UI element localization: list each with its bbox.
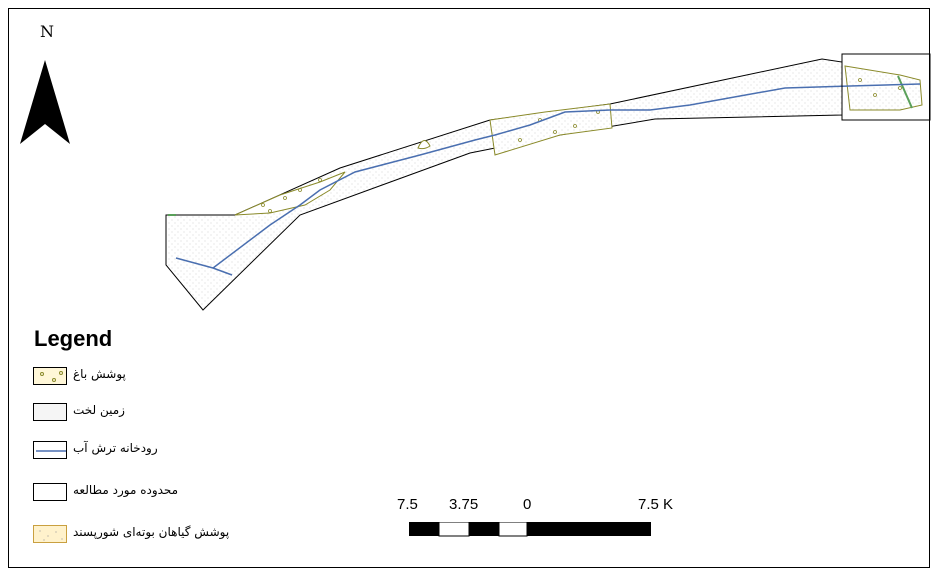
- orchard-patch-east: [844, 65, 923, 111]
- green-markers: [168, 75, 913, 216]
- orchard-patch-middle: [489, 103, 613, 156]
- scale-label-quarter: 3.75: [449, 496, 479, 513]
- legend-title: Legend: [34, 326, 113, 351]
- legend-label: محدوده مورد مطالعه: [73, 483, 179, 497]
- inset-box: [841, 53, 931, 121]
- bare-land-pattern-icon: [33, 403, 67, 421]
- orchard-pattern-icon: [33, 367, 67, 385]
- river-line-icon: [33, 441, 67, 459]
- north-arrow-icon: [20, 60, 70, 144]
- river-line: [175, 83, 921, 276]
- legend-label: پوشش گیاهان بوته‌ای شورپسند: [73, 525, 230, 539]
- orchard-patch-small: [417, 140, 431, 150]
- scale-label-left: 7.5: [397, 496, 418, 513]
- scale-label-right: 7.5 K: [638, 496, 674, 513]
- scale-label-zero: 0: [523, 496, 532, 513]
- scale-bar: [409, 522, 651, 537]
- north-label: N: [40, 22, 54, 41]
- halophyte-pattern-icon: [33, 525, 67, 543]
- legend-label: زمین لخت: [73, 403, 125, 417]
- legend-label: پوشش باغ: [73, 367, 126, 381]
- legend-label: رودخانه ترش آب: [73, 441, 158, 455]
- study-area-outline-icon: [33, 483, 67, 501]
